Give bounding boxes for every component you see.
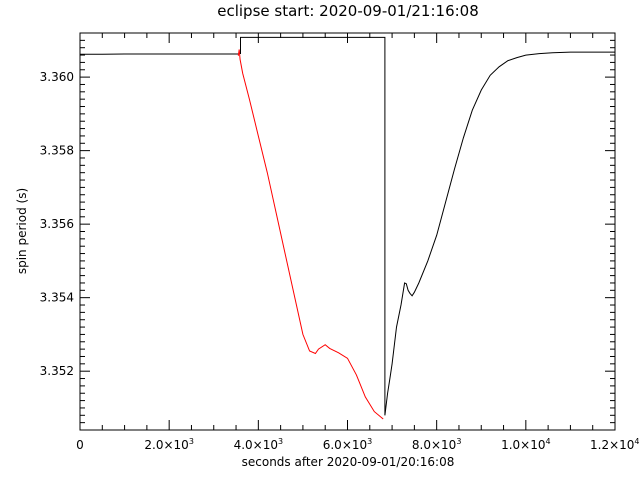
series-line-recovery xyxy=(384,51,615,416)
y-axis-label: spin period (s) xyxy=(15,188,29,274)
tick-layer xyxy=(79,32,616,431)
y-tick-label: 3.360 xyxy=(40,70,74,84)
series-layer xyxy=(80,36,615,420)
x-tick-label: 0 xyxy=(76,438,84,452)
x-tick-label: 1.0×104 xyxy=(501,437,551,452)
y-tick-label: 3.358 xyxy=(40,144,74,158)
x-axis-label: seconds after 2020-09-01/20:16:08 xyxy=(242,455,455,469)
tick-label-layer: 0 2.0×103 4.0×103 6.0×103 8.0×103 1.0×104 1.2×… xyxy=(40,70,640,452)
series-line-eclipse xyxy=(237,49,384,420)
x-tick-label: 6.0×103 xyxy=(323,437,373,452)
x-tick-label: 2.0×103 xyxy=(144,437,194,452)
y-tick-label: 3.356 xyxy=(40,217,74,231)
x-tick-label: 8.0×103 xyxy=(412,437,462,452)
plot-frame xyxy=(79,32,616,431)
y-tick-label: 3.354 xyxy=(40,291,74,305)
x-tick-label: 4.0×103 xyxy=(234,437,284,452)
x-tick-label: 1.2×104 xyxy=(590,437,640,452)
series-line-eclipse-window xyxy=(240,36,386,416)
y-tick-label: 3.352 xyxy=(40,364,74,378)
chart-title: eclipse start: 2020-09-01/21:16:08 xyxy=(217,2,479,20)
